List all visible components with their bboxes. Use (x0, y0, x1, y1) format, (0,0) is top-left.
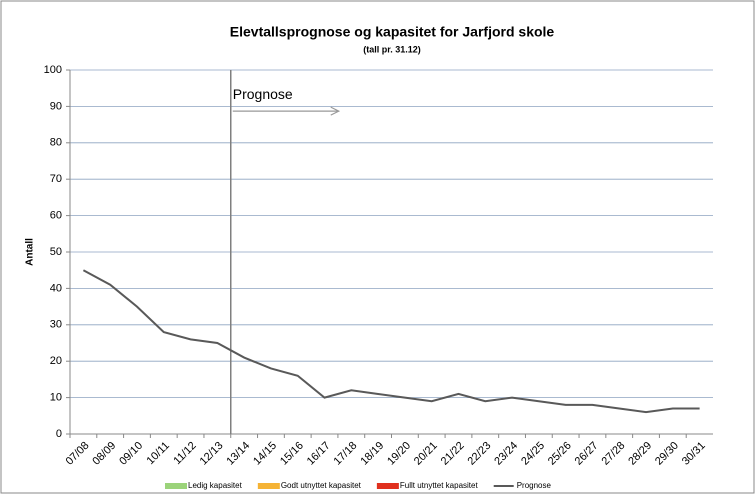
legend-label: Prognose (517, 481, 552, 490)
y-tick-label: 10 (50, 392, 62, 404)
y-tick-label: 40 (50, 282, 62, 294)
chart-subtitle: (tall pr. 31.12) (363, 44, 421, 54)
y-tick-label: 20 (50, 355, 62, 367)
annotation: Prognose (233, 86, 293, 102)
y-tick-label: 80 (50, 137, 62, 149)
legend-swatch (165, 483, 187, 489)
y-tick-label: 90 (50, 100, 62, 112)
legend-label: Ledig kapasitet (188, 481, 243, 490)
y-tick-label: 30 (50, 319, 62, 331)
line-series (82, 269, 700, 414)
y-tick-label: 70 (50, 173, 62, 185)
legend-label: Fullt utnyttet kapasitet (400, 481, 479, 490)
y-tick-label: 100 (44, 64, 62, 76)
legend-label: Godt utnyttet kapasitet (281, 481, 362, 490)
chart-title: Elevtallsprognose og kapasitet for Jarfj… (230, 24, 555, 40)
annotation-arrowhead (330, 106, 341, 116)
y-axis-label: Antall (25, 238, 36, 266)
y-tick-label: 0 (56, 428, 62, 440)
legend-swatch (257, 483, 280, 489)
y-tick-label: 60 (50, 210, 62, 222)
y-tick-label: 50 (50, 246, 62, 258)
legend-swatch (376, 483, 399, 489)
